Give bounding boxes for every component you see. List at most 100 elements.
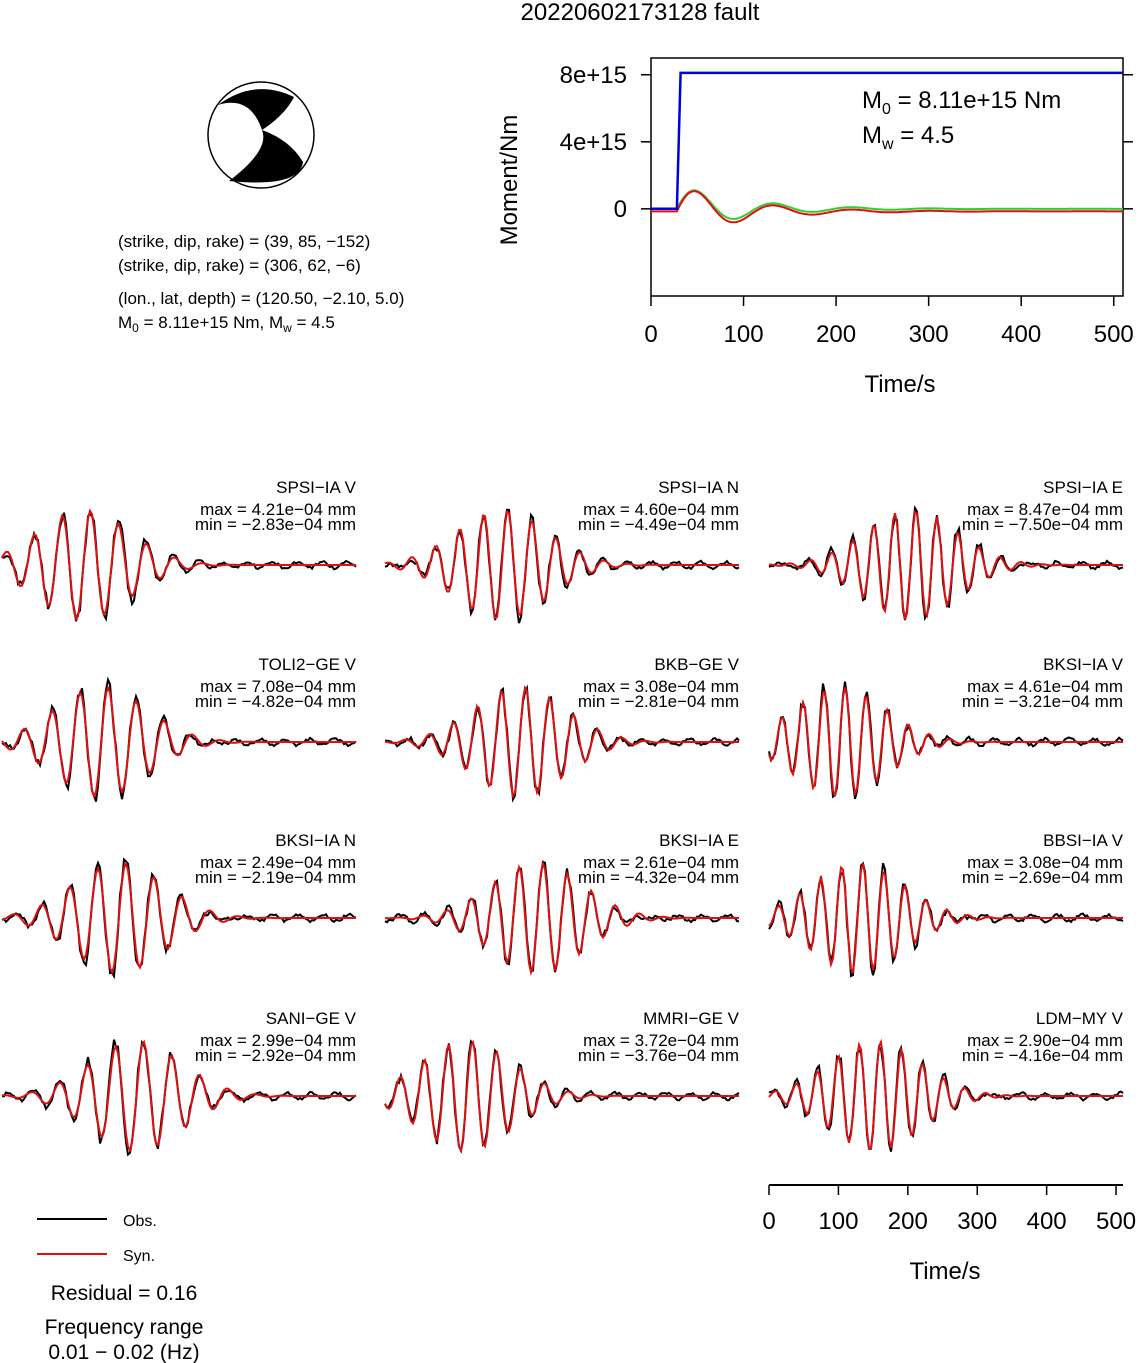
synthetic-trace xyxy=(768,863,1123,974)
frequency-title: Frequency range xyxy=(45,1316,204,1339)
station-max: max = 3.08e−04 mm xyxy=(583,677,739,696)
moment-line: M0 = 8.11e+15 Nm, Mw = 4.5 xyxy=(118,313,335,335)
legend: Obs. Syn. xyxy=(37,1213,157,1265)
station-max: max = 2.90e−04 mm xyxy=(967,1031,1123,1050)
moment-x-tick-label: 300 xyxy=(909,321,949,348)
station-label: BKB−GE V xyxy=(654,655,739,674)
station-max: max = 3.08e−04 mm xyxy=(967,853,1123,872)
synthetic-trace xyxy=(768,1038,1123,1150)
station-min: min = −4.16e−04 mm xyxy=(962,1046,1123,1065)
station-min: min = −4.82e−04 mm xyxy=(195,692,356,711)
waveform-x-tick-label: 200 xyxy=(888,1208,928,1235)
station-min: min = −2.81e−04 mm xyxy=(578,692,739,711)
m0-annotation: M0 = 8.11e+15 Nm xyxy=(862,87,1061,118)
synthetic-trace xyxy=(384,1039,739,1153)
station-max: max = 2.61e−04 mm xyxy=(583,853,739,872)
station-label: MMRI−GE V xyxy=(643,1009,740,1028)
synthetic-trace xyxy=(1,1039,356,1153)
station-label: TOLI2−GE V xyxy=(259,655,357,674)
station-min: min = −2.69e−04 mm xyxy=(962,868,1123,887)
waveform-x-tick-label: 300 xyxy=(957,1208,997,1235)
station-label: LDM−MY V xyxy=(1036,1009,1124,1028)
moment-x-axis: 0 100 200 300 400 500 xyxy=(644,296,1134,348)
synthetic-trace xyxy=(384,684,739,799)
station-min: min = −4.32e−04 mm xyxy=(578,868,739,887)
moment-x-tick-label: 0 xyxy=(644,321,657,348)
location-line: (lon., lat, depth) = (120.50, −2.10, 5.0… xyxy=(118,289,404,308)
mw-annotation: Mw = 4.5 xyxy=(862,122,954,153)
synthetic-trace xyxy=(384,509,739,620)
mechanism-text: (strike, dip, rake) = (39, 85, −152) (st… xyxy=(118,232,404,335)
station-label: BKSI−IA N xyxy=(275,831,356,850)
synthetic-trace xyxy=(769,510,1123,620)
legend-obs-label: Obs. xyxy=(123,1213,157,1230)
synthetic-trace xyxy=(768,687,1123,797)
residual-text: Residual = 0.16 xyxy=(51,1282,198,1305)
waveform-x-tick-label: 400 xyxy=(1027,1208,1067,1235)
station-max: max = 3.72e−04 mm xyxy=(583,1031,739,1050)
synthetic-trace xyxy=(1,684,356,800)
stf-green-line xyxy=(651,189,1123,220)
station-max: max = 2.99e−04 mm xyxy=(200,1031,356,1050)
station-max: max = 4.61e−04 mm xyxy=(967,677,1123,696)
moment-y-tick-label: 8e+15 xyxy=(560,62,627,89)
figure-title: 20220602173128 fault xyxy=(521,0,760,26)
moment-x-tick-label: 400 xyxy=(1001,321,1041,348)
nodal-plane-2: (strike, dip, rake) = (306, 62, −6) xyxy=(118,256,361,275)
synthetic-trace xyxy=(1,860,356,976)
station-max: max = 4.21e−04 mm xyxy=(200,500,356,519)
moment-plot-frame xyxy=(650,57,1124,297)
station-max: max = 7.08e−04 mm xyxy=(200,677,356,696)
stf-red-line xyxy=(651,190,1123,224)
station-min: min = −2.83e−04 mm xyxy=(195,515,356,534)
waveform-x-axis: 0 100 200 300 400 500 xyxy=(762,1184,1136,1235)
moment-y-label: Moment/Nm xyxy=(496,115,523,246)
waveform-x-tick-label: 100 xyxy=(818,1208,858,1235)
waveform-x-tick-label: 500 xyxy=(1096,1208,1136,1235)
station-label: SPSI−IA V xyxy=(276,478,357,497)
station-label: BKSI−IA V xyxy=(1043,655,1124,674)
waveform-x-tick-label: 0 xyxy=(762,1208,775,1235)
station-label: BBSI−IA V xyxy=(1043,831,1124,850)
station-min: min = −4.49e−04 mm xyxy=(578,515,739,534)
legend-syn-label: Syn. xyxy=(123,1248,155,1265)
moment-x-tick-label: 100 xyxy=(724,321,764,348)
moment-x-tick-label: 500 xyxy=(1094,321,1134,348)
moment-y-tick-label: 4e+15 xyxy=(560,129,627,156)
frequency-value: 0.01 − 0.02 (Hz) xyxy=(48,1341,199,1363)
synthetic-trace xyxy=(385,859,739,977)
station-label: SPSI−IA N xyxy=(658,478,739,497)
waveform-x-label: Time/s xyxy=(909,1258,980,1285)
synthetic-trace xyxy=(1,508,356,622)
station-min: min = −7.50e−04 mm xyxy=(962,515,1123,534)
station-min: min = −2.19e−04 mm xyxy=(195,868,356,887)
moment-y-axis: 0 4e+15 8e+15 xyxy=(560,62,1133,223)
beachball xyxy=(207,81,315,189)
station-max: max = 8.47e−04 mm xyxy=(967,500,1123,519)
moment-x-tick-label: 200 xyxy=(816,321,856,348)
beachball-compressional-quadrant xyxy=(218,89,303,183)
station-min: min = −3.76e−04 mm xyxy=(578,1046,739,1065)
nodal-plane-1: (strike, dip, rake) = (39, 85, −152) xyxy=(118,232,370,251)
moment-x-label: Time/s xyxy=(864,371,935,398)
moment-series-line xyxy=(651,71,1123,211)
station-label: BKSI−IA E xyxy=(659,831,739,850)
station-max: max = 4.60e−04 mm xyxy=(583,500,739,519)
station-min: min = −3.21e−04 mm xyxy=(962,692,1123,711)
station-label: SANI−GE V xyxy=(266,1009,357,1028)
moment-y-tick-label: 0 xyxy=(614,196,627,223)
